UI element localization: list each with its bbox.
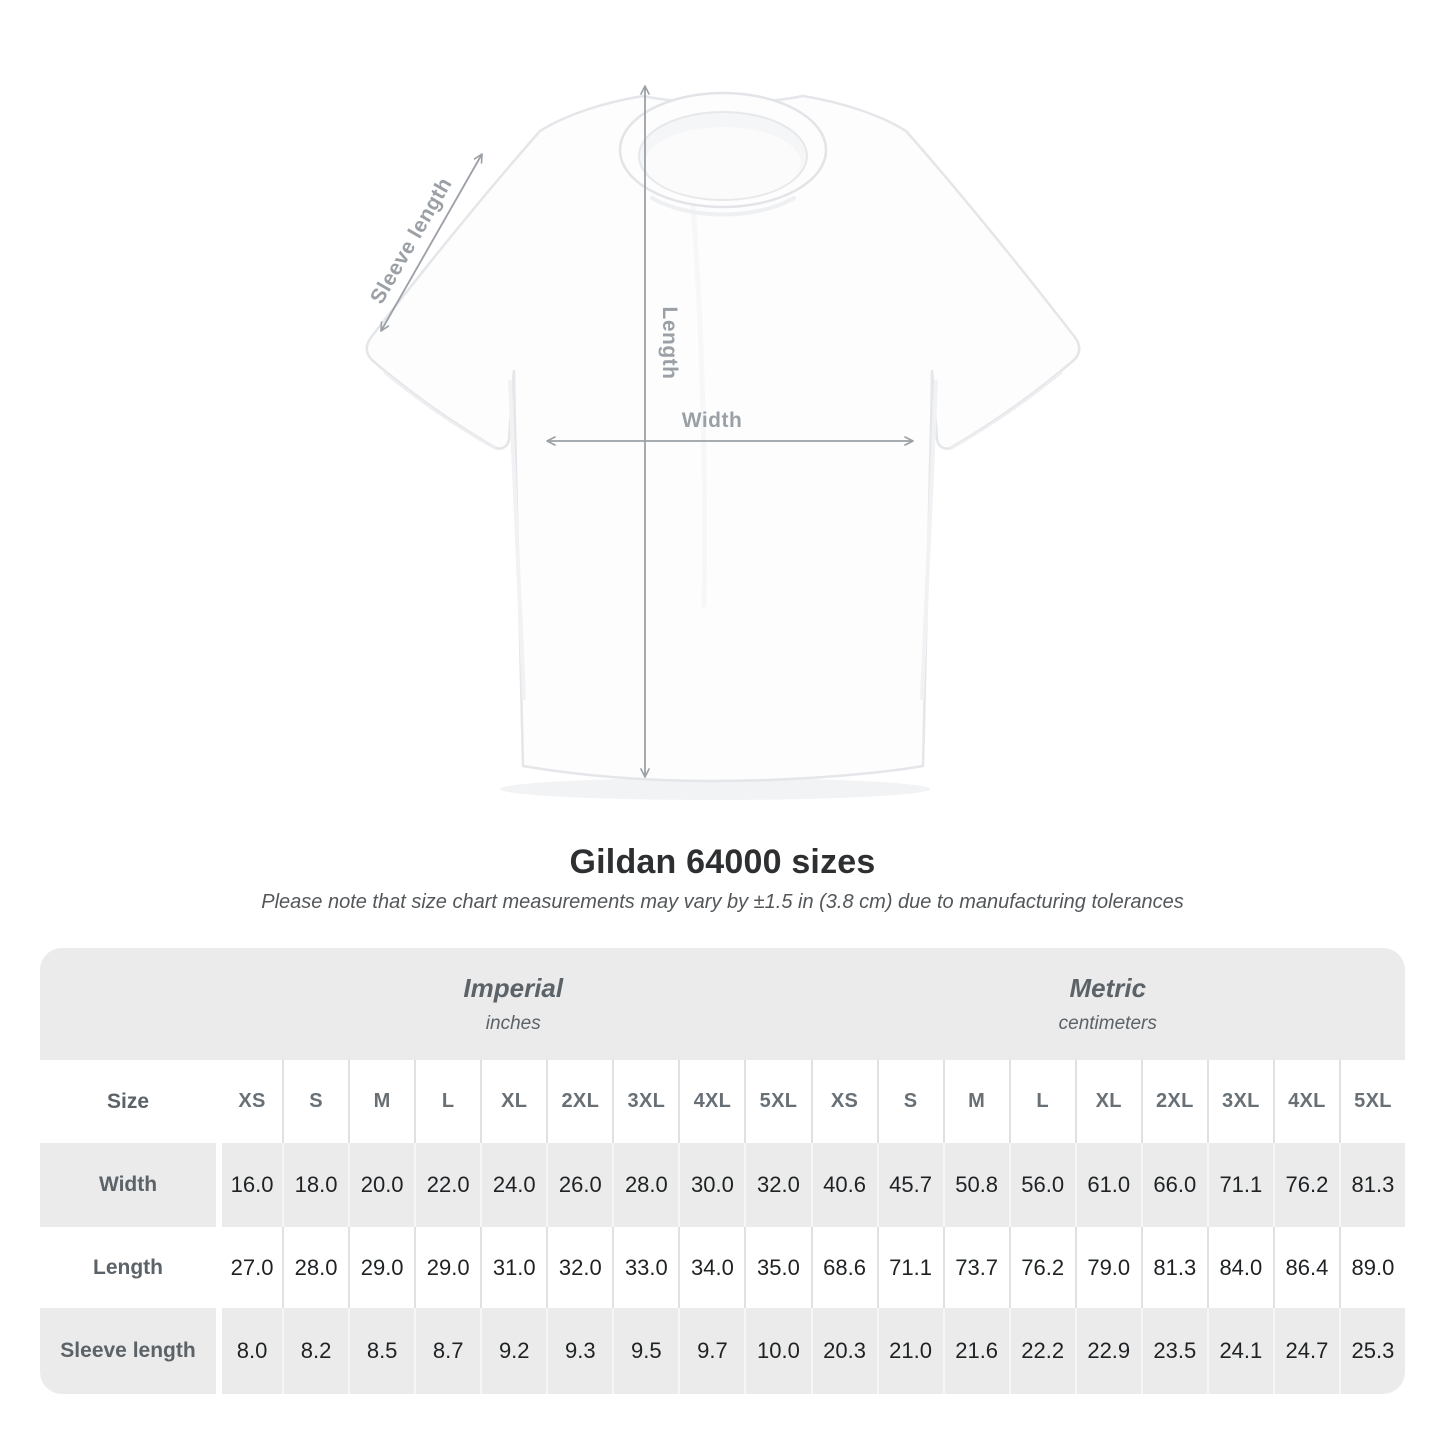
cell-sleeve-imperial: 8.2 [282, 1308, 348, 1394]
size-col-header: M [942, 1060, 1009, 1143]
cell-sleeve-metric: 23.5 [1140, 1308, 1207, 1394]
cell-length-imperial: 27.0 [216, 1227, 282, 1308]
cell-length-imperial: 29.0 [348, 1227, 414, 1308]
page-title: Gildan 64000 sizes [569, 843, 876, 881]
size-col-header: S [282, 1060, 348, 1143]
row-label-width: Width [98, 1173, 158, 1196]
size-col-header: 3XL [1206, 1060, 1273, 1143]
metric-group-header: Metric centimeters [811, 948, 1406, 1060]
size-col-header: XL [1074, 1060, 1141, 1143]
length-label: Length [658, 307, 681, 380]
cell-sleeve-metric: 24.7 [1272, 1308, 1339, 1394]
width-row: Width 16.0 18.0 20.0 22.0 24.0 26.0 28.0… [40, 1143, 1405, 1227]
size-row-label: Size [106, 1089, 150, 1113]
cell-length-metric: 86.4 [1272, 1227, 1339, 1308]
cell-width-imperial: 30.0 [678, 1143, 744, 1227]
cell-width-imperial: 28.0 [612, 1143, 678, 1227]
sleeve-length-arrow [380, 153, 483, 332]
size-col-header: M [348, 1060, 414, 1143]
cell-sleeve-metric: 20.3 [810, 1308, 877, 1394]
cell-length-metric: 84.0 [1206, 1227, 1273, 1308]
cell-sleeve-metric: 25.3 [1338, 1308, 1405, 1394]
cell-sleeve-metric: 21.6 [942, 1308, 1009, 1394]
size-col-header: 2XL [1140, 1060, 1207, 1143]
cell-length-metric: 71.1 [876, 1227, 943, 1308]
cell-width-metric: 40.6 [810, 1143, 877, 1227]
tshirt-measurement-diagram: Sleeve length Length Width [365, 85, 1081, 800]
size-col-header: XL [480, 1060, 546, 1143]
row-label-sleeve-length: Sleeve length [60, 1339, 196, 1362]
imperial-title: Imperial [463, 973, 564, 1003]
cell-sleeve-metric: 22.2 [1008, 1308, 1075, 1394]
size-header-row: Size XS S M L XL 2XL 3XL 4XL 5XL XS S M … [40, 1060, 1405, 1143]
unit-band: Imperial inches Metric centimeters [40, 948, 1405, 1060]
cell-length-imperial: 35.0 [744, 1227, 810, 1308]
cell-width-metric: 66.0 [1140, 1143, 1207, 1227]
cell-length-imperial: 32.0 [546, 1227, 612, 1308]
size-col-header: L [1008, 1060, 1075, 1143]
cell-length-metric: 79.0 [1074, 1227, 1141, 1308]
measurement-arrows [380, 85, 914, 778]
cell-width-metric: 50.8 [942, 1143, 1009, 1227]
cell-length-imperial: 33.0 [612, 1227, 678, 1308]
size-col-header: XS [216, 1060, 282, 1143]
cell-length-metric: 81.3 [1140, 1227, 1207, 1308]
size-col-header: L [414, 1060, 480, 1143]
cell-width-imperial: 18.0 [282, 1143, 348, 1227]
cell-sleeve-imperial: 9.3 [546, 1308, 612, 1394]
cell-length-imperial: 29.0 [414, 1227, 480, 1308]
size-col-header: S [876, 1060, 943, 1143]
length-row: Length 27.0 28.0 29.0 29.0 31.0 32.0 33.… [40, 1227, 1405, 1308]
cell-width-metric: 61.0 [1074, 1143, 1141, 1227]
cell-length-metric: 68.6 [810, 1227, 877, 1308]
cell-sleeve-imperial: 9.5 [612, 1308, 678, 1394]
cell-sleeve-metric: 21.0 [876, 1308, 943, 1394]
cell-width-metric: 71.1 [1206, 1143, 1273, 1227]
cell-width-imperial: 24.0 [480, 1143, 546, 1227]
size-col-header: 3XL [612, 1060, 678, 1143]
cell-sleeve-imperial: 8.5 [348, 1308, 414, 1394]
metric-unit: centimeters [1058, 1013, 1157, 1034]
cell-sleeve-imperial: 9.2 [480, 1308, 546, 1394]
size-col-header: 4XL [678, 1060, 744, 1143]
size-col-header: 5XL [1338, 1060, 1405, 1143]
size-col-header: 4XL [1272, 1060, 1339, 1143]
width-label: Width [682, 409, 743, 432]
cell-length-imperial: 34.0 [678, 1227, 744, 1308]
cell-sleeve-imperial: 8.7 [414, 1308, 480, 1394]
cell-width-metric: 81.3 [1338, 1143, 1405, 1227]
cell-width-imperial: 22.0 [414, 1143, 480, 1227]
imperial-unit: inches [485, 1013, 541, 1034]
row-label-length: Length [93, 1255, 163, 1279]
cell-length-metric: 73.7 [942, 1227, 1009, 1308]
cell-width-imperial: 26.0 [546, 1143, 612, 1227]
cell-length-metric: 76.2 [1008, 1227, 1075, 1308]
size-col-header: XS [810, 1060, 877, 1143]
imperial-group-header: Imperial inches [216, 948, 811, 1060]
cell-width-metric: 76.2 [1272, 1143, 1339, 1227]
cell-width-imperial: 32.0 [744, 1143, 810, 1227]
cell-sleeve-metric: 24.1 [1206, 1308, 1273, 1394]
cell-sleeve-imperial: 9.7 [678, 1308, 744, 1394]
tolerance-note: Please note that size chart measurements… [261, 891, 1184, 913]
tshirt-illustration [365, 91, 1081, 783]
unit-band-spacer [40, 948, 216, 1060]
cell-length-imperial: 28.0 [282, 1227, 348, 1308]
cell-width-imperial: 20.0 [348, 1143, 414, 1227]
shirt-shadow [500, 778, 930, 800]
cell-sleeve-metric: 22.9 [1074, 1308, 1141, 1394]
cell-width-imperial: 16.0 [216, 1143, 282, 1227]
size-col-header: 5XL [744, 1060, 810, 1143]
size-table: Imperial inches Metric centimeters Size … [40, 948, 1405, 1394]
cell-sleeve-imperial: 10.0 [744, 1308, 810, 1394]
metric-title: Metric [1069, 973, 1147, 1003]
cell-width-metric: 56.0 [1008, 1143, 1075, 1227]
cell-sleeve-imperial: 8.0 [216, 1308, 282, 1394]
size-col-header: 2XL [546, 1060, 612, 1143]
cell-width-metric: 45.7 [876, 1143, 943, 1227]
sleeve-length-row: Sleeve length 8.0 8.2 8.5 8.7 9.2 9.3 9.… [40, 1308, 1405, 1394]
cell-length-imperial: 31.0 [480, 1227, 546, 1308]
cell-length-metric: 89.0 [1338, 1227, 1405, 1308]
